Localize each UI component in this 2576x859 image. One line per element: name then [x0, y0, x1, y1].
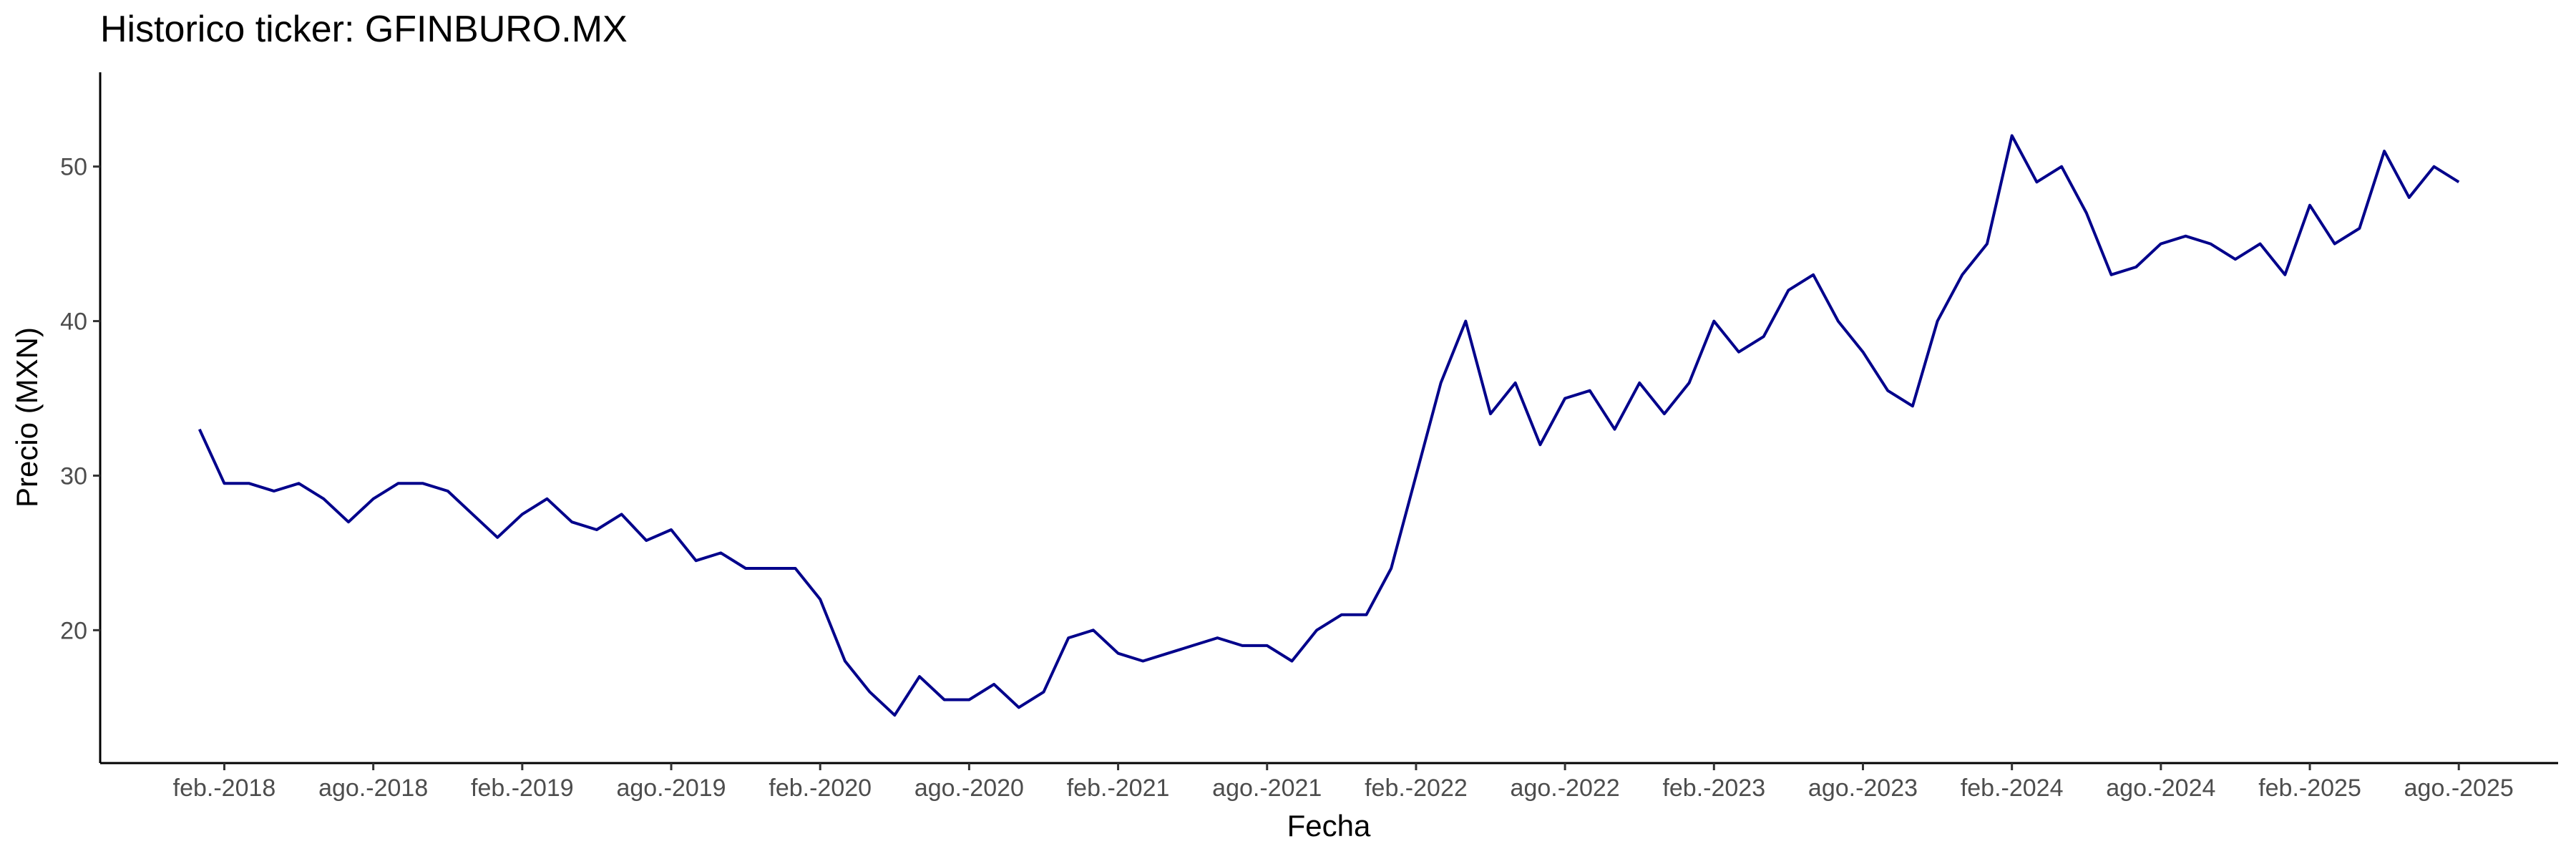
x-tick-label: ago.-2021 [1212, 775, 1322, 802]
x-tick-label: feb.-2019 [471, 775, 574, 802]
y-axis-title: Precio (MXN) [10, 327, 44, 508]
x-tick-label: feb.-2024 [1961, 775, 2064, 802]
y-tick-label: 50 [60, 154, 87, 181]
chart-title: Historico ticker: GFINBURO.MX [100, 9, 628, 50]
x-tick-label: ago.-2022 [1511, 775, 1620, 802]
y-tick-label: 20 [60, 617, 87, 644]
y-tick-label: 30 [60, 462, 87, 490]
x-tick-label: feb.-2023 [1662, 775, 1765, 802]
price-line [197, 134, 2460, 717]
x-tick-label: ago.-2025 [2404, 775, 2514, 802]
x-tick-label: ago.-2018 [318, 775, 428, 802]
x-axis-title: Fecha [1287, 809, 1371, 843]
y-tick-label: 40 [60, 309, 87, 336]
x-tick-label: ago.-2020 [914, 775, 1024, 802]
x-tick-label: feb.-2020 [769, 775, 872, 802]
x-tick-label: feb.-2018 [173, 775, 276, 802]
x-tick-label: feb.-2025 [2258, 775, 2361, 802]
x-tick-label: ago.-2024 [2106, 775, 2215, 802]
x-tick-label: ago.-2019 [616, 775, 726, 802]
x-tick-label: feb.-2022 [1365, 775, 1468, 802]
x-tick-label: ago.-2023 [1808, 775, 1918, 802]
x-tick-label: feb.-2021 [1067, 775, 1170, 802]
